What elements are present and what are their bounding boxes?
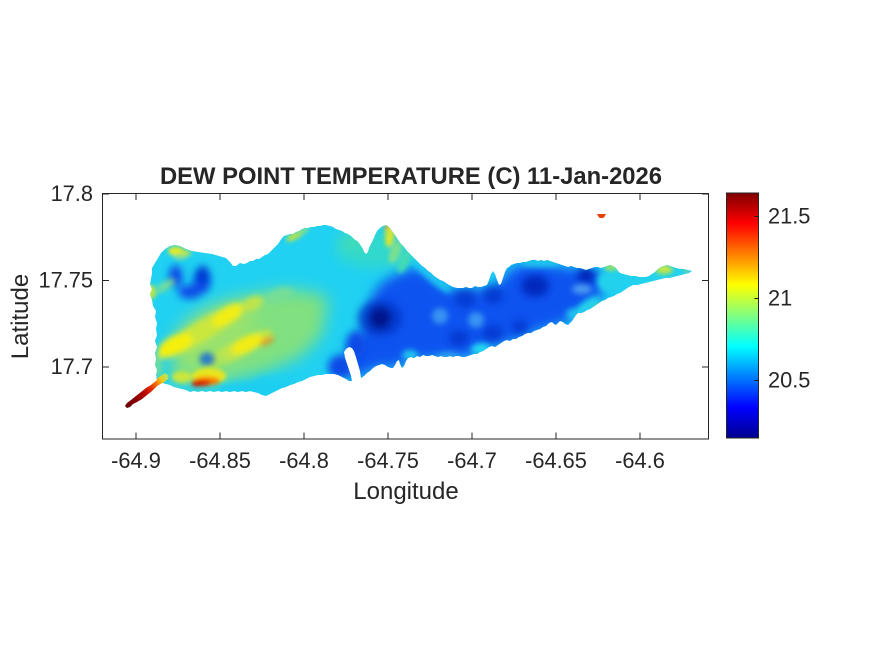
svg-text:-64.65: -64.65 xyxy=(525,448,587,473)
svg-text:-64.85: -64.85 xyxy=(189,448,251,473)
svg-text:-64.6: -64.6 xyxy=(615,448,665,473)
svg-text:DEW POINT TEMPERATURE (C) 11-J: DEW POINT TEMPERATURE (C) 11-Jan-2026 xyxy=(160,163,662,190)
svg-text:21.5: 21.5 xyxy=(768,204,810,229)
svg-text:-64.75: -64.75 xyxy=(357,448,419,473)
svg-text:17.8: 17.8 xyxy=(51,181,93,206)
svg-text:-64.9: -64.9 xyxy=(111,448,161,473)
svg-text:17.75: 17.75 xyxy=(38,268,93,293)
svg-text:21: 21 xyxy=(768,286,792,311)
svg-text:-64.7: -64.7 xyxy=(447,448,497,473)
svg-text:20.5: 20.5 xyxy=(768,368,810,393)
svg-text:-64.8: -64.8 xyxy=(279,448,329,473)
svg-text:17.7: 17.7 xyxy=(51,354,93,379)
svg-text:Longitude: Longitude xyxy=(353,478,458,505)
svg-text:Latitude: Latitude xyxy=(7,274,34,359)
